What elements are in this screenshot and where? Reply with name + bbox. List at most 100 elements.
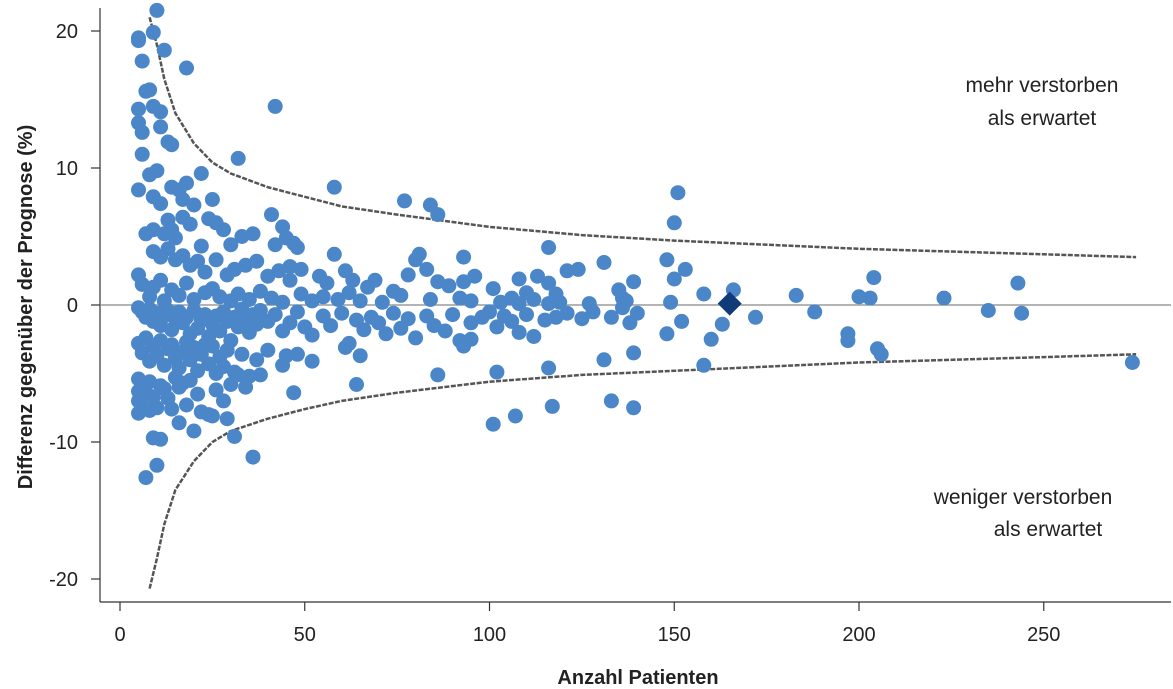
- data-point: [190, 253, 206, 269]
- data-point: [179, 275, 194, 291]
- data-point: [289, 240, 305, 255]
- data-point: [378, 326, 394, 342]
- data-point: [352, 293, 368, 309]
- data-point: [156, 357, 172, 373]
- data-point: [238, 379, 254, 395]
- data-point: [219, 342, 235, 358]
- data-point: [463, 293, 479, 309]
- data-point: [186, 197, 202, 213]
- data-point: [873, 346, 889, 362]
- x-tick-label: 0: [114, 624, 125, 646]
- data-point: [626, 274, 642, 290]
- data-point: [456, 274, 472, 290]
- data-point: [663, 294, 679, 310]
- upper-control-limit: [148, 16, 1137, 259]
- data-point: [179, 397, 194, 413]
- data-point: [219, 411, 235, 427]
- data-point: [559, 305, 575, 321]
- data-point: [419, 261, 435, 277]
- lower-control-limit: [148, 353, 1137, 589]
- data-point: [179, 60, 194, 76]
- data-point: [544, 398, 560, 414]
- data-point: [134, 53, 150, 69]
- data-point: [245, 226, 261, 242]
- data-point: [596, 352, 612, 368]
- data-point: [171, 415, 187, 431]
- data-point: [570, 261, 586, 277]
- data-point: [252, 283, 268, 299]
- data-point: [142, 82, 158, 98]
- data-point: [245, 449, 261, 465]
- y-tick-label: 20: [56, 21, 78, 43]
- data-point: [408, 330, 424, 346]
- data-point: [696, 357, 712, 373]
- y-axis-title: Differenz gegenüber der Prognose (%): [15, 125, 37, 490]
- data-point: [526, 292, 542, 307]
- data-point: [153, 104, 169, 120]
- data-point: [511, 296, 527, 312]
- data-point: [714, 316, 730, 332]
- data-point: [182, 216, 198, 232]
- data-point: [153, 119, 169, 135]
- data-point: [936, 290, 952, 306]
- data-point: [160, 241, 176, 257]
- data-point: [485, 281, 501, 297]
- data-point: [282, 315, 298, 331]
- data-point: [666, 215, 682, 231]
- data-point: [840, 333, 856, 349]
- y-tick-label: -10: [49, 432, 78, 454]
- data-point: [541, 240, 557, 255]
- y-tick-label: 0: [67, 295, 78, 317]
- data-point: [445, 307, 461, 323]
- data-point: [1014, 305, 1030, 321]
- data-point: [193, 238, 209, 254]
- data-point: [374, 294, 390, 310]
- data-point: [437, 323, 453, 339]
- data-point: [430, 367, 446, 383]
- data-point: [341, 285, 357, 301]
- data-point: [230, 286, 246, 302]
- data-point: [463, 315, 479, 331]
- data-point: [851, 289, 867, 305]
- data-point: [626, 345, 642, 361]
- data-point: [289, 346, 305, 362]
- data-point: [160, 134, 176, 150]
- data-point: [980, 303, 996, 318]
- data-point: [393, 287, 409, 303]
- data-point: [267, 237, 283, 253]
- data-point: [574, 311, 590, 327]
- data-point: [400, 311, 416, 327]
- data-point: [275, 294, 291, 310]
- data-point: [441, 278, 457, 294]
- data-point: [615, 300, 630, 316]
- data-point: [352, 348, 368, 364]
- data-point: [408, 252, 424, 268]
- data-point: [131, 182, 146, 198]
- data-point: [659, 326, 675, 342]
- data-point: [315, 289, 331, 305]
- data-point: [400, 267, 416, 283]
- annotation-lower-line1: weniger verstorben: [933, 486, 1113, 509]
- data-point: [696, 286, 712, 302]
- data-point: [175, 192, 191, 207]
- data-point: [511, 271, 527, 287]
- data-point: [267, 307, 283, 323]
- data-point: [149, 400, 165, 416]
- data-point: [164, 337, 180, 353]
- data-point: [467, 268, 483, 284]
- data-point: [304, 327, 320, 343]
- data-point: [289, 304, 305, 320]
- data-point: [264, 207, 279, 223]
- data-point: [866, 270, 882, 286]
- data-point: [216, 393, 231, 409]
- data-point: [463, 331, 479, 347]
- data-point: [278, 348, 294, 364]
- data-point: [293, 286, 309, 302]
- data-point: [197, 264, 213, 280]
- data-point: [260, 342, 276, 358]
- data-point: [519, 307, 534, 323]
- data-point: [204, 192, 220, 207]
- data-point: [526, 329, 542, 344]
- data-point: [356, 322, 372, 338]
